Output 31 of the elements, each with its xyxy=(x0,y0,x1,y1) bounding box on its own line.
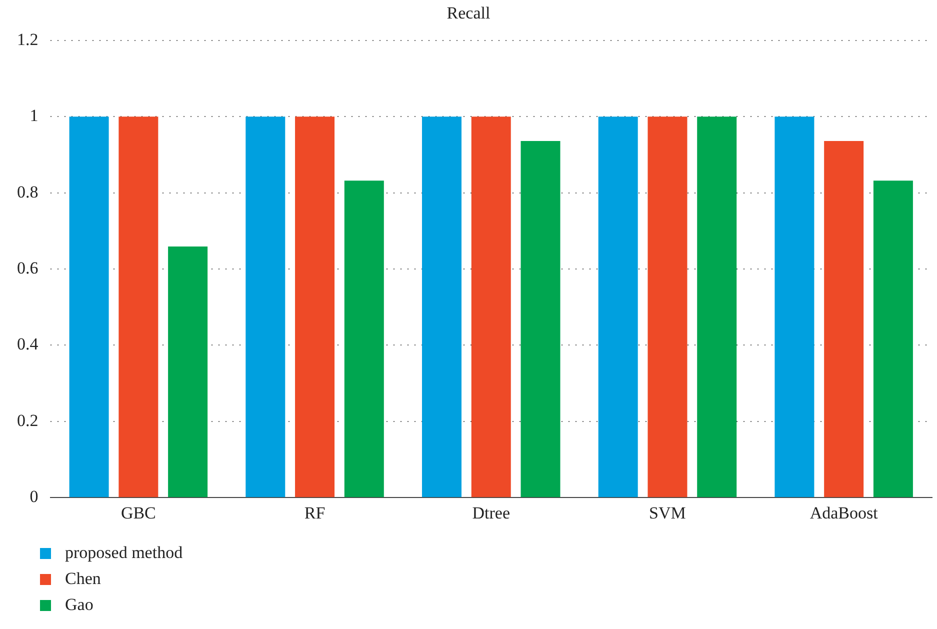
y-tick-label: 1.2 xyxy=(17,30,38,49)
bar xyxy=(648,116,688,498)
x-tick-label: SVM xyxy=(649,503,686,522)
y-tick-label: 1 xyxy=(30,106,38,126)
bar xyxy=(295,116,335,498)
bar xyxy=(344,180,384,498)
bar xyxy=(824,140,864,498)
x-tick-label: GBC xyxy=(120,503,156,522)
bar xyxy=(422,116,462,498)
bar xyxy=(520,140,560,498)
bar xyxy=(168,246,208,498)
bar xyxy=(697,116,737,498)
bar xyxy=(598,116,638,498)
bar xyxy=(69,116,109,498)
y-tick-label: 0.8 xyxy=(17,182,38,202)
x-tick-label: AdaBoost xyxy=(810,503,878,522)
x-tick-label: Dtree xyxy=(472,503,510,522)
bar xyxy=(118,116,158,498)
legend-label: Gao xyxy=(65,595,94,615)
y-tick-label: 0 xyxy=(30,487,38,506)
bar xyxy=(471,116,511,498)
legend-label: Chen xyxy=(65,569,101,589)
bar xyxy=(246,116,286,498)
x-tick-label: RF xyxy=(304,503,326,522)
bar xyxy=(774,116,814,498)
y-tick-label: 0.2 xyxy=(17,410,38,430)
y-tick-label: 0.4 xyxy=(17,334,39,354)
bar xyxy=(873,180,913,498)
y-tick-label: 0.6 xyxy=(17,258,38,278)
legend-label: proposed method xyxy=(65,543,183,563)
chart-title: Recall xyxy=(446,4,490,23)
